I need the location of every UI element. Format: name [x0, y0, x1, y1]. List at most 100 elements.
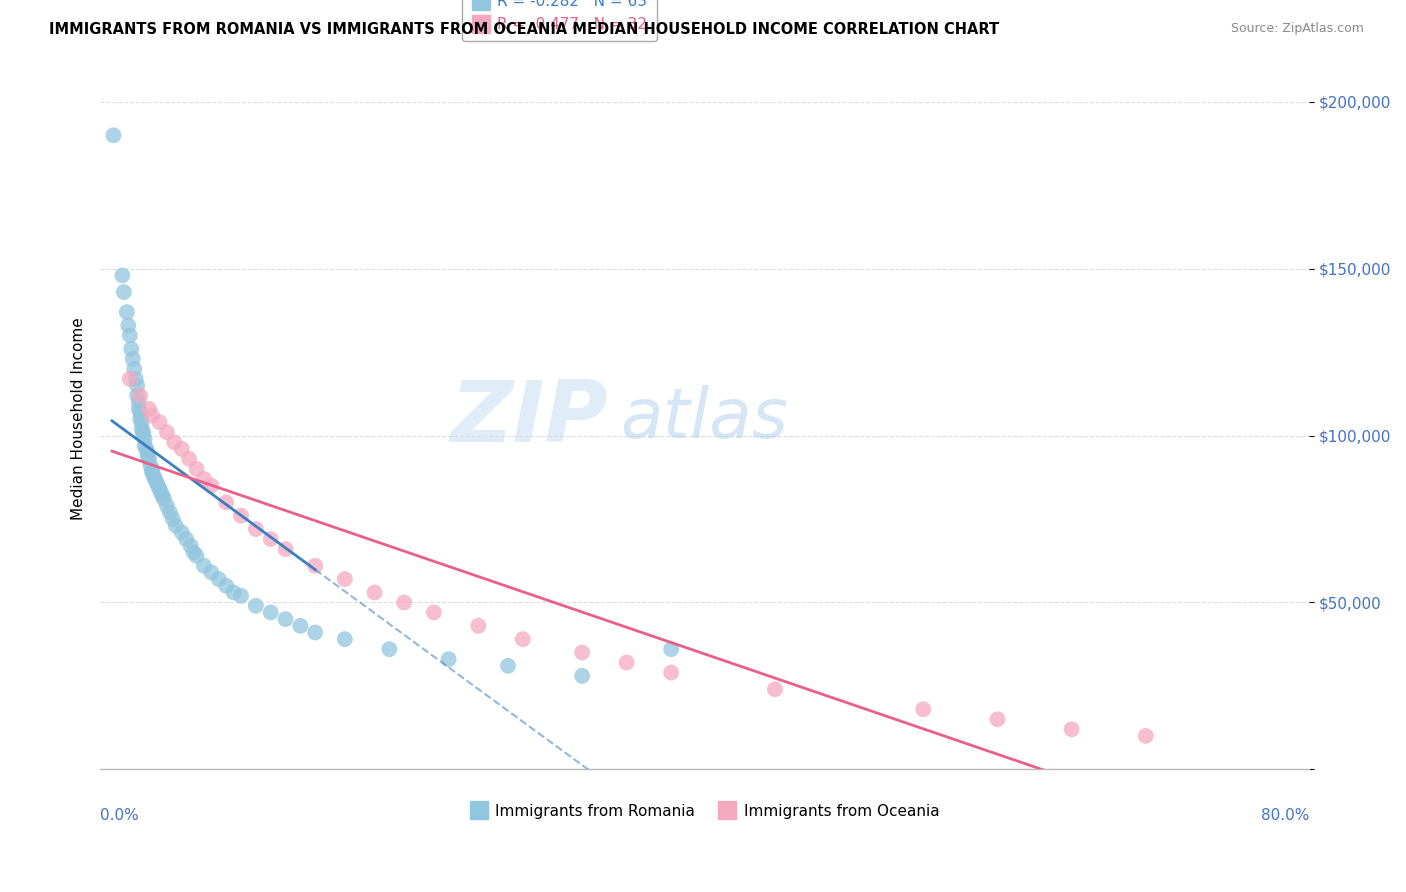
Text: Source: ZipAtlas.com: Source: ZipAtlas.com — [1230, 22, 1364, 36]
Point — [138, 401, 160, 416]
Point — [1060, 723, 1083, 737]
Point — [118, 372, 141, 386]
Point — [200, 478, 222, 492]
Point — [222, 585, 245, 599]
Y-axis label: Median Household Income: Median Household Income — [72, 318, 86, 520]
Point — [208, 572, 231, 586]
Point — [229, 589, 252, 603]
Point — [153, 491, 176, 506]
Point — [260, 532, 283, 546]
Point — [148, 415, 170, 429]
Point — [186, 462, 208, 476]
Point — [145, 475, 167, 490]
Point — [200, 566, 222, 580]
Point — [174, 532, 197, 546]
Text: ZIP: ZIP — [450, 377, 607, 460]
Point — [131, 415, 153, 429]
Point — [152, 489, 174, 503]
Point — [149, 485, 172, 500]
Point — [132, 428, 155, 442]
Point — [103, 128, 125, 143]
Point — [134, 439, 156, 453]
Point — [125, 372, 148, 386]
Point — [571, 669, 593, 683]
Point — [304, 625, 326, 640]
Point — [129, 405, 152, 419]
Point — [229, 508, 252, 523]
Point — [467, 619, 489, 633]
Point — [616, 656, 638, 670]
Text: 80.0%: 80.0% — [1261, 808, 1309, 822]
Point — [333, 572, 356, 586]
Point — [138, 452, 160, 467]
Point — [115, 305, 138, 319]
Point — [139, 458, 162, 473]
Point — [378, 642, 401, 657]
Point — [912, 702, 935, 716]
Point — [1135, 729, 1157, 743]
Point — [128, 401, 150, 416]
Point — [136, 445, 159, 459]
Point — [143, 472, 166, 486]
Point — [333, 632, 356, 647]
Point — [129, 388, 152, 402]
Point — [112, 285, 135, 299]
Point — [163, 435, 186, 450]
Point — [437, 652, 460, 666]
Point — [170, 442, 193, 456]
Point — [274, 612, 297, 626]
Point — [193, 472, 215, 486]
Point — [290, 619, 312, 633]
Text: IMMIGRANTS FROM ROMANIA VS IMMIGRANTS FROM OCEANIA MEDIAN HOUSEHOLD INCOME CORRE: IMMIGRANTS FROM ROMANIA VS IMMIGRANTS FR… — [49, 22, 1000, 37]
Point — [148, 482, 170, 496]
Point — [146, 478, 169, 492]
Point — [186, 549, 208, 563]
Point — [170, 525, 193, 540]
Point — [215, 495, 238, 509]
Point — [118, 328, 141, 343]
Point — [180, 539, 202, 553]
Point — [986, 712, 1008, 726]
Point — [111, 268, 134, 283]
Point — [363, 585, 385, 599]
Point — [135, 442, 157, 456]
Point — [193, 558, 215, 573]
Point — [117, 318, 139, 333]
Point — [659, 642, 682, 657]
Point — [131, 422, 153, 436]
Point — [159, 505, 181, 519]
Point — [392, 595, 415, 609]
Text: atlas: atlas — [620, 385, 787, 452]
Point — [183, 545, 205, 559]
Point — [165, 518, 187, 533]
Point — [121, 351, 143, 366]
Point — [496, 658, 519, 673]
Point — [141, 409, 163, 423]
Point — [120, 342, 142, 356]
Point — [162, 512, 184, 526]
Point — [245, 522, 267, 536]
Point — [141, 465, 163, 479]
Point — [512, 632, 534, 647]
Point — [156, 499, 179, 513]
Point — [260, 606, 283, 620]
Point — [274, 542, 297, 557]
Point — [127, 388, 149, 402]
Point — [132, 425, 155, 440]
Point — [659, 665, 682, 680]
Point — [127, 378, 149, 392]
Point — [129, 412, 152, 426]
Text: 0.0%: 0.0% — [100, 808, 139, 822]
Point — [763, 682, 786, 697]
Point — [571, 646, 593, 660]
Point — [215, 579, 238, 593]
Point — [128, 395, 150, 409]
Legend: Immigrants from Romania, Immigrants from Oceania: Immigrants from Romania, Immigrants from… — [463, 797, 946, 825]
Point — [156, 425, 179, 440]
Point — [142, 468, 165, 483]
Point — [179, 452, 201, 467]
Point — [245, 599, 267, 613]
Point — [136, 449, 159, 463]
Point — [423, 606, 446, 620]
Point — [304, 558, 326, 573]
